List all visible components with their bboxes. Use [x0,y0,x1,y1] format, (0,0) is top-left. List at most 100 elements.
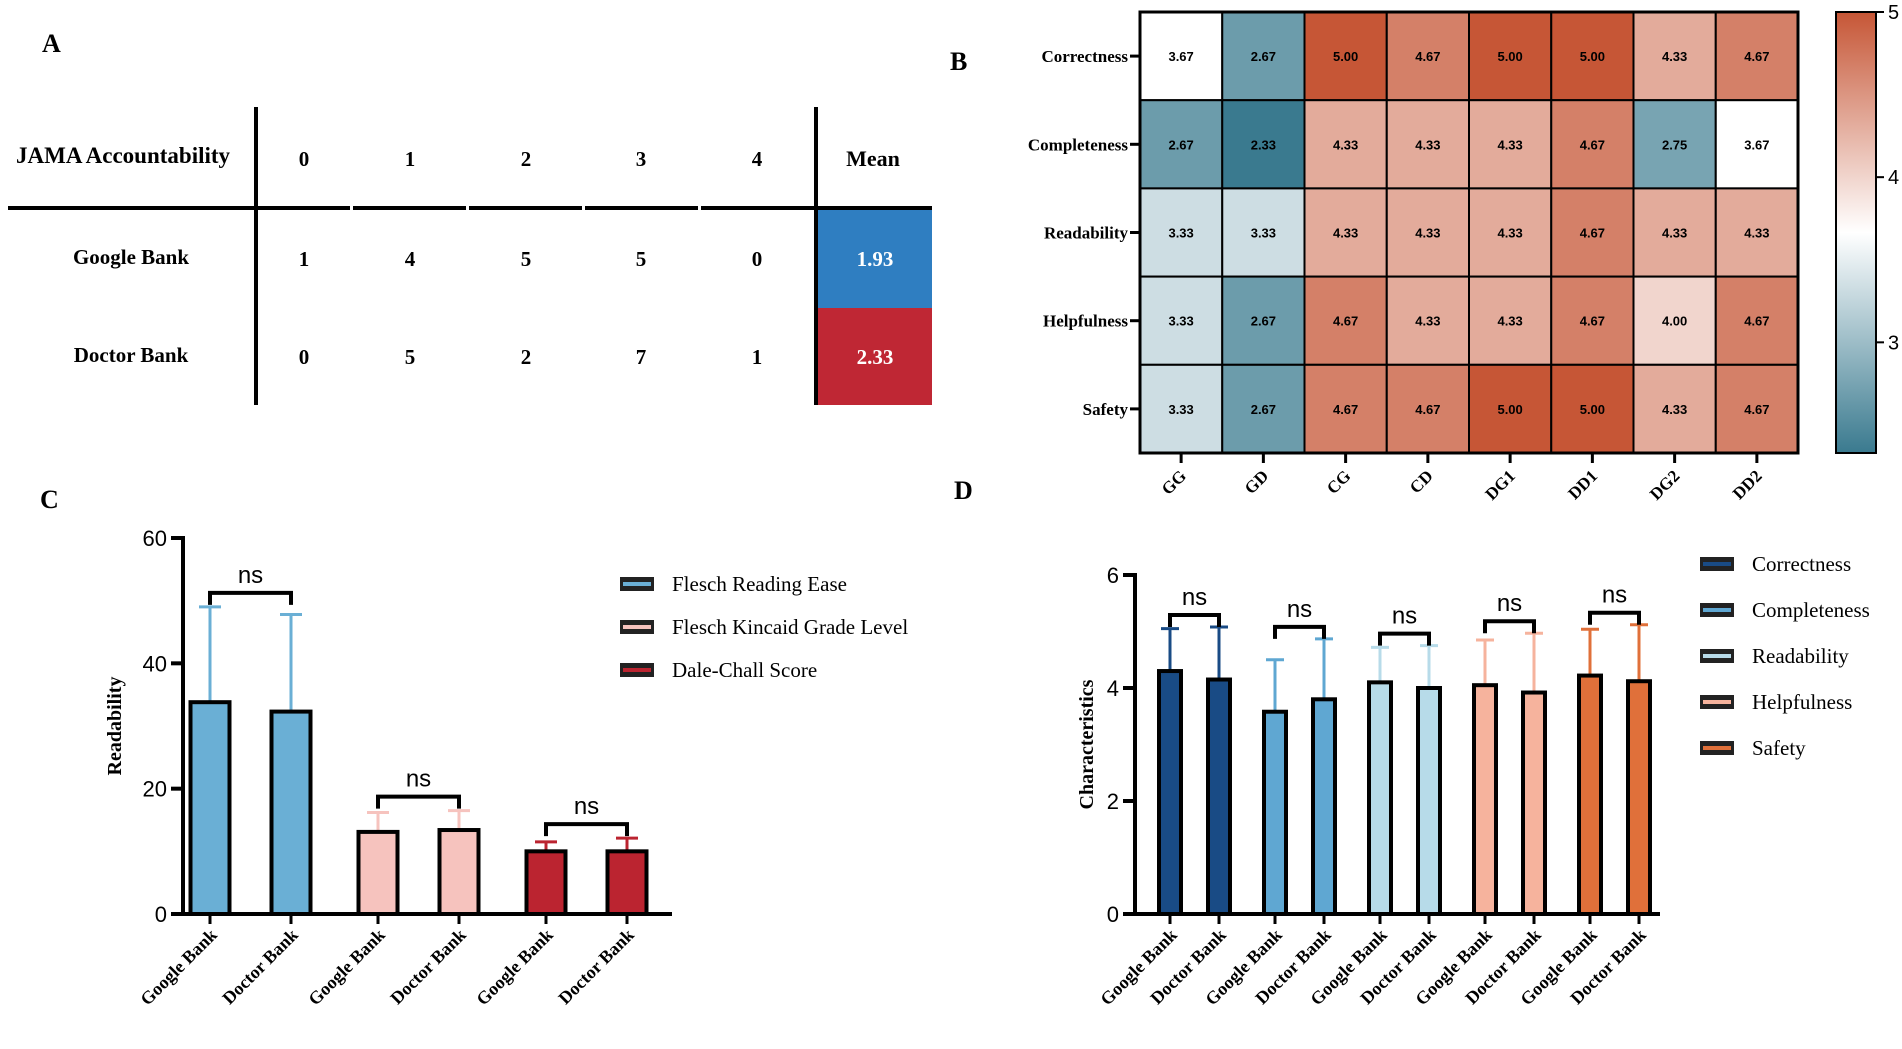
heatmap-value-label: 2.67 [1168,137,1193,152]
heatmap-cell [1468,99,1553,190]
y-tick-label: 20 [143,777,167,802]
table-cell: 7 [636,345,647,369]
heatmap-col-label: CD [1406,466,1437,497]
heatmap-cell [1550,99,1635,190]
heatmap-value-label: 5.00 [1333,49,1358,64]
legend-label: Safety [1752,736,1806,760]
heatmap-row-label: Correctness [1041,47,1128,66]
y-tick-label: 0 [155,902,167,927]
bar [356,829,400,917]
heatmap-cell [1468,187,1553,278]
colorbar [1835,11,1877,454]
heatmap-value-label: 4.00 [1662,314,1687,329]
heatmap-value-label: 2.75 [1662,137,1687,152]
legend-label: Flesch Reading Ease [672,572,847,596]
panel-a: A JAMA Accountability 0 1 2 3 4 Mean Goo… [8,29,932,405]
bar [1416,686,1442,916]
significance-bracket [544,822,629,837]
heatmap-value-label: 4.67 [1744,314,1769,329]
heatmap-col-label: DG2 [1646,466,1683,503]
bar [269,709,313,916]
row-label-doctor-bank: Doctor Bank [74,343,189,367]
heatmap-value-label: 4.67 [1580,226,1605,241]
x-tick-label: Google Bank [304,925,389,1010]
column-header-mean: Mean [846,146,900,171]
heatmap-cell [1714,275,1799,366]
bar [605,849,649,916]
significance-label: ns [1602,582,1627,609]
significance-label: ns [1287,596,1312,623]
significance-bracket [1273,624,1326,639]
bar [1262,709,1288,916]
heatmap-value-label: 3.67 [1744,137,1769,152]
mean-cell-doctor-bank [818,308,932,405]
heatmap-value-label: 4.33 [1497,137,1522,152]
significance-bracket [1588,610,1641,625]
table-cell: 5 [405,345,416,369]
colorbar-ticks: 3 4 5 [1876,2,1899,354]
legend-label: Flesch Kincaid Grade Level [672,615,908,639]
legend-label: Helpfulness [1752,690,1852,714]
heatmap-cell [1385,99,1470,190]
heatmap-cell [1385,275,1470,366]
heatmap-cell [1303,11,1388,102]
heatmap-cell [1139,99,1224,190]
heatmap-col-label: GD [1241,466,1272,497]
heatmap-value-label: 4.67 [1744,402,1769,417]
x-tick-label: Doctor Bank [386,925,470,1009]
y-tick-label: 60 [143,526,167,551]
heatmap-value-label: 4.33 [1662,402,1687,417]
heatmap-value-label: 3.33 [1168,402,1193,417]
bar [1157,669,1183,916]
row-label-google-bank: Google Bank [73,245,189,269]
heatmap-value-label: 4.33 [1744,226,1769,241]
bar [1626,679,1652,916]
heatmap-row-label: Safety [1083,400,1129,419]
bar [188,700,232,916]
colorbar-tick-label: 4 [1888,167,1899,189]
table-cell: 5 [636,247,647,271]
significance-label: ns [1497,590,1522,617]
heatmap-col-label: GG [1158,466,1190,498]
heatmap: 3.67 2.67 5.00 4.67 5.00 5.00 4.33 4.67 2.67 2.33… [1028,10,1800,504]
significance-bracket [376,794,461,809]
heatmap-value-label: 3.33 [1168,314,1193,329]
heatmap-value-label: 3.33 [1251,226,1276,241]
heatmap-row-label: Completeness [1028,135,1128,154]
y-tick-label: 4 [1107,676,1119,701]
heatmap-value-label: 5.00 [1580,402,1605,417]
heatmap-value-label: 4.33 [1662,226,1687,241]
table-cell: 0 [752,247,763,271]
table-header-title: JAMA Accountability [16,143,231,168]
heatmap-cell [1632,363,1717,454]
heatmap-row-label: Readability [1044,224,1129,243]
bar [1577,673,1603,916]
significance-bracket [1483,619,1536,634]
y-axis-label: Readability [104,677,126,776]
x-tick-label: Google Bank [472,925,557,1010]
y-tick-label: 6 [1107,563,1119,588]
bar [1521,690,1547,917]
heatmap-value-label: 4.33 [1333,137,1358,152]
heatmap-value-label: 2.33 [1251,137,1276,152]
column-header: 0 [299,147,310,171]
bar [1311,697,1337,916]
significance-label: ns [1182,584,1207,611]
bar [1206,677,1232,917]
heatmap-value-label: 4.67 [1415,402,1440,417]
table-cell: 1 [299,247,310,271]
significance-bracket [208,590,293,605]
significance-label: ns [238,562,263,589]
significance-label: ns [1392,603,1417,630]
bar [524,849,568,916]
heatmap-value-label: 4.67 [1580,137,1605,152]
heatmap-value-label: 5.00 [1497,49,1522,64]
legend-label: Completeness [1752,598,1870,622]
heatmap-cell [1303,275,1388,366]
y-axis-label: Characteristics [1076,679,1098,809]
